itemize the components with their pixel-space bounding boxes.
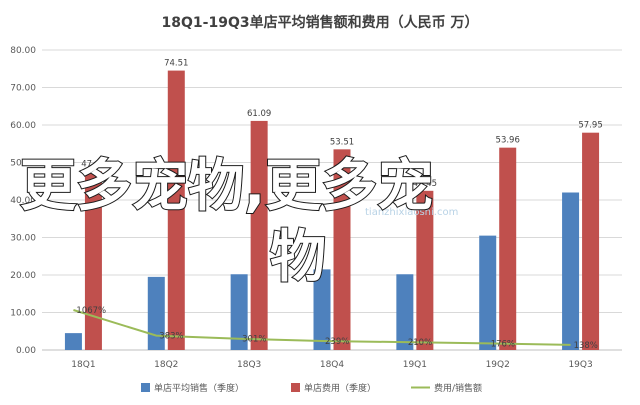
y-tick-label: 20.00 (10, 271, 36, 281)
y-tick-label: 70.00 (10, 84, 36, 94)
bar (84, 171, 102, 350)
bar (499, 147, 517, 350)
bar (562, 192, 580, 350)
y-tick-label: 50.00 (10, 159, 36, 169)
y-tick-label: 80.00 (10, 46, 36, 56)
line-data-label: 138% (574, 341, 598, 351)
legend-swatch (141, 383, 150, 392)
bar-data-label: 57.95 (578, 121, 602, 131)
x-axis: 18Q1 18Q2 18Q3 18Q4 19Q1 19Q2 19Q3 (71, 360, 592, 370)
x-tick-label: 19Q3 (568, 360, 592, 370)
y-tick-label: 60.00 (10, 121, 36, 131)
bar (230, 274, 248, 350)
ratio-line (73, 309, 571, 346)
bars (64, 70, 600, 351)
legend-label: 单店费用（季度） (304, 382, 376, 394)
bar (313, 269, 331, 350)
x-tick-label: 18Q4 (320, 360, 345, 370)
line-data-label: 239% (325, 337, 349, 347)
x-tick-label: 19Q2 (486, 360, 510, 370)
bar (167, 70, 185, 351)
y-tick-label: 10.00 (10, 309, 36, 319)
bar (396, 274, 414, 350)
x-tick-label: 19Q1 (403, 360, 427, 370)
bar-data-label: 74.51 (164, 59, 188, 69)
x-tick-label: 18Q1 (71, 360, 95, 370)
bar (333, 149, 351, 350)
line-data-label: 210% (408, 338, 432, 348)
bar (64, 333, 82, 350)
grid (42, 49, 622, 351)
y-tick-label: 40.00 (10, 196, 36, 206)
bar-data-label: 53.51 (330, 137, 354, 147)
chart-title: 18Q1-19Q3单店平均销售额和费用（人民币 万） (162, 14, 479, 31)
ratio-line-path (73, 309, 571, 346)
legend-swatch (291, 383, 300, 392)
legend-label: 单店平均销售（季度） (154, 382, 244, 394)
watermark-text: tianzhixiaoshi.com (365, 207, 458, 218)
bar (479, 235, 497, 350)
bar-data-label: 47.63 (81, 159, 105, 169)
line-data-label: 176% (491, 339, 515, 349)
y-tick-label: 0.00 (16, 346, 36, 356)
line-data-label: 301% (242, 335, 266, 345)
legend: 单店平均销售（季度） 单店费用（季度） 费用/销售额 (141, 382, 482, 394)
bar (250, 120, 268, 350)
data-labels: 47.63 74.51 61.09 53.51 42.45 53.96 57.95 1067%… (76, 59, 602, 351)
x-tick-label: 18Q3 (237, 360, 261, 370)
bar-data-label: 42.45 (413, 179, 437, 189)
bar-data-label: 61.09 (247, 109, 271, 119)
y-tick-label: 30.00 (10, 234, 36, 244)
bar (147, 276, 165, 350)
bar-data-label: 53.96 (496, 136, 520, 146)
overlay-text-line2: 物 (270, 225, 326, 290)
x-tick-label: 18Q2 (154, 360, 178, 370)
bar (416, 190, 434, 350)
y-axis: 0.00 10.00 20.00 30.00 40.00 50.00 60.00 70.00 8… (10, 46, 36, 356)
line-data-label: 383% (159, 332, 183, 342)
line-data-label: 1067% (76, 306, 106, 316)
legend-label: 费用/销售额 (434, 382, 482, 394)
bar (582, 132, 600, 350)
overlay-text-line1: 更多宠物,更多宠 (20, 154, 433, 219)
